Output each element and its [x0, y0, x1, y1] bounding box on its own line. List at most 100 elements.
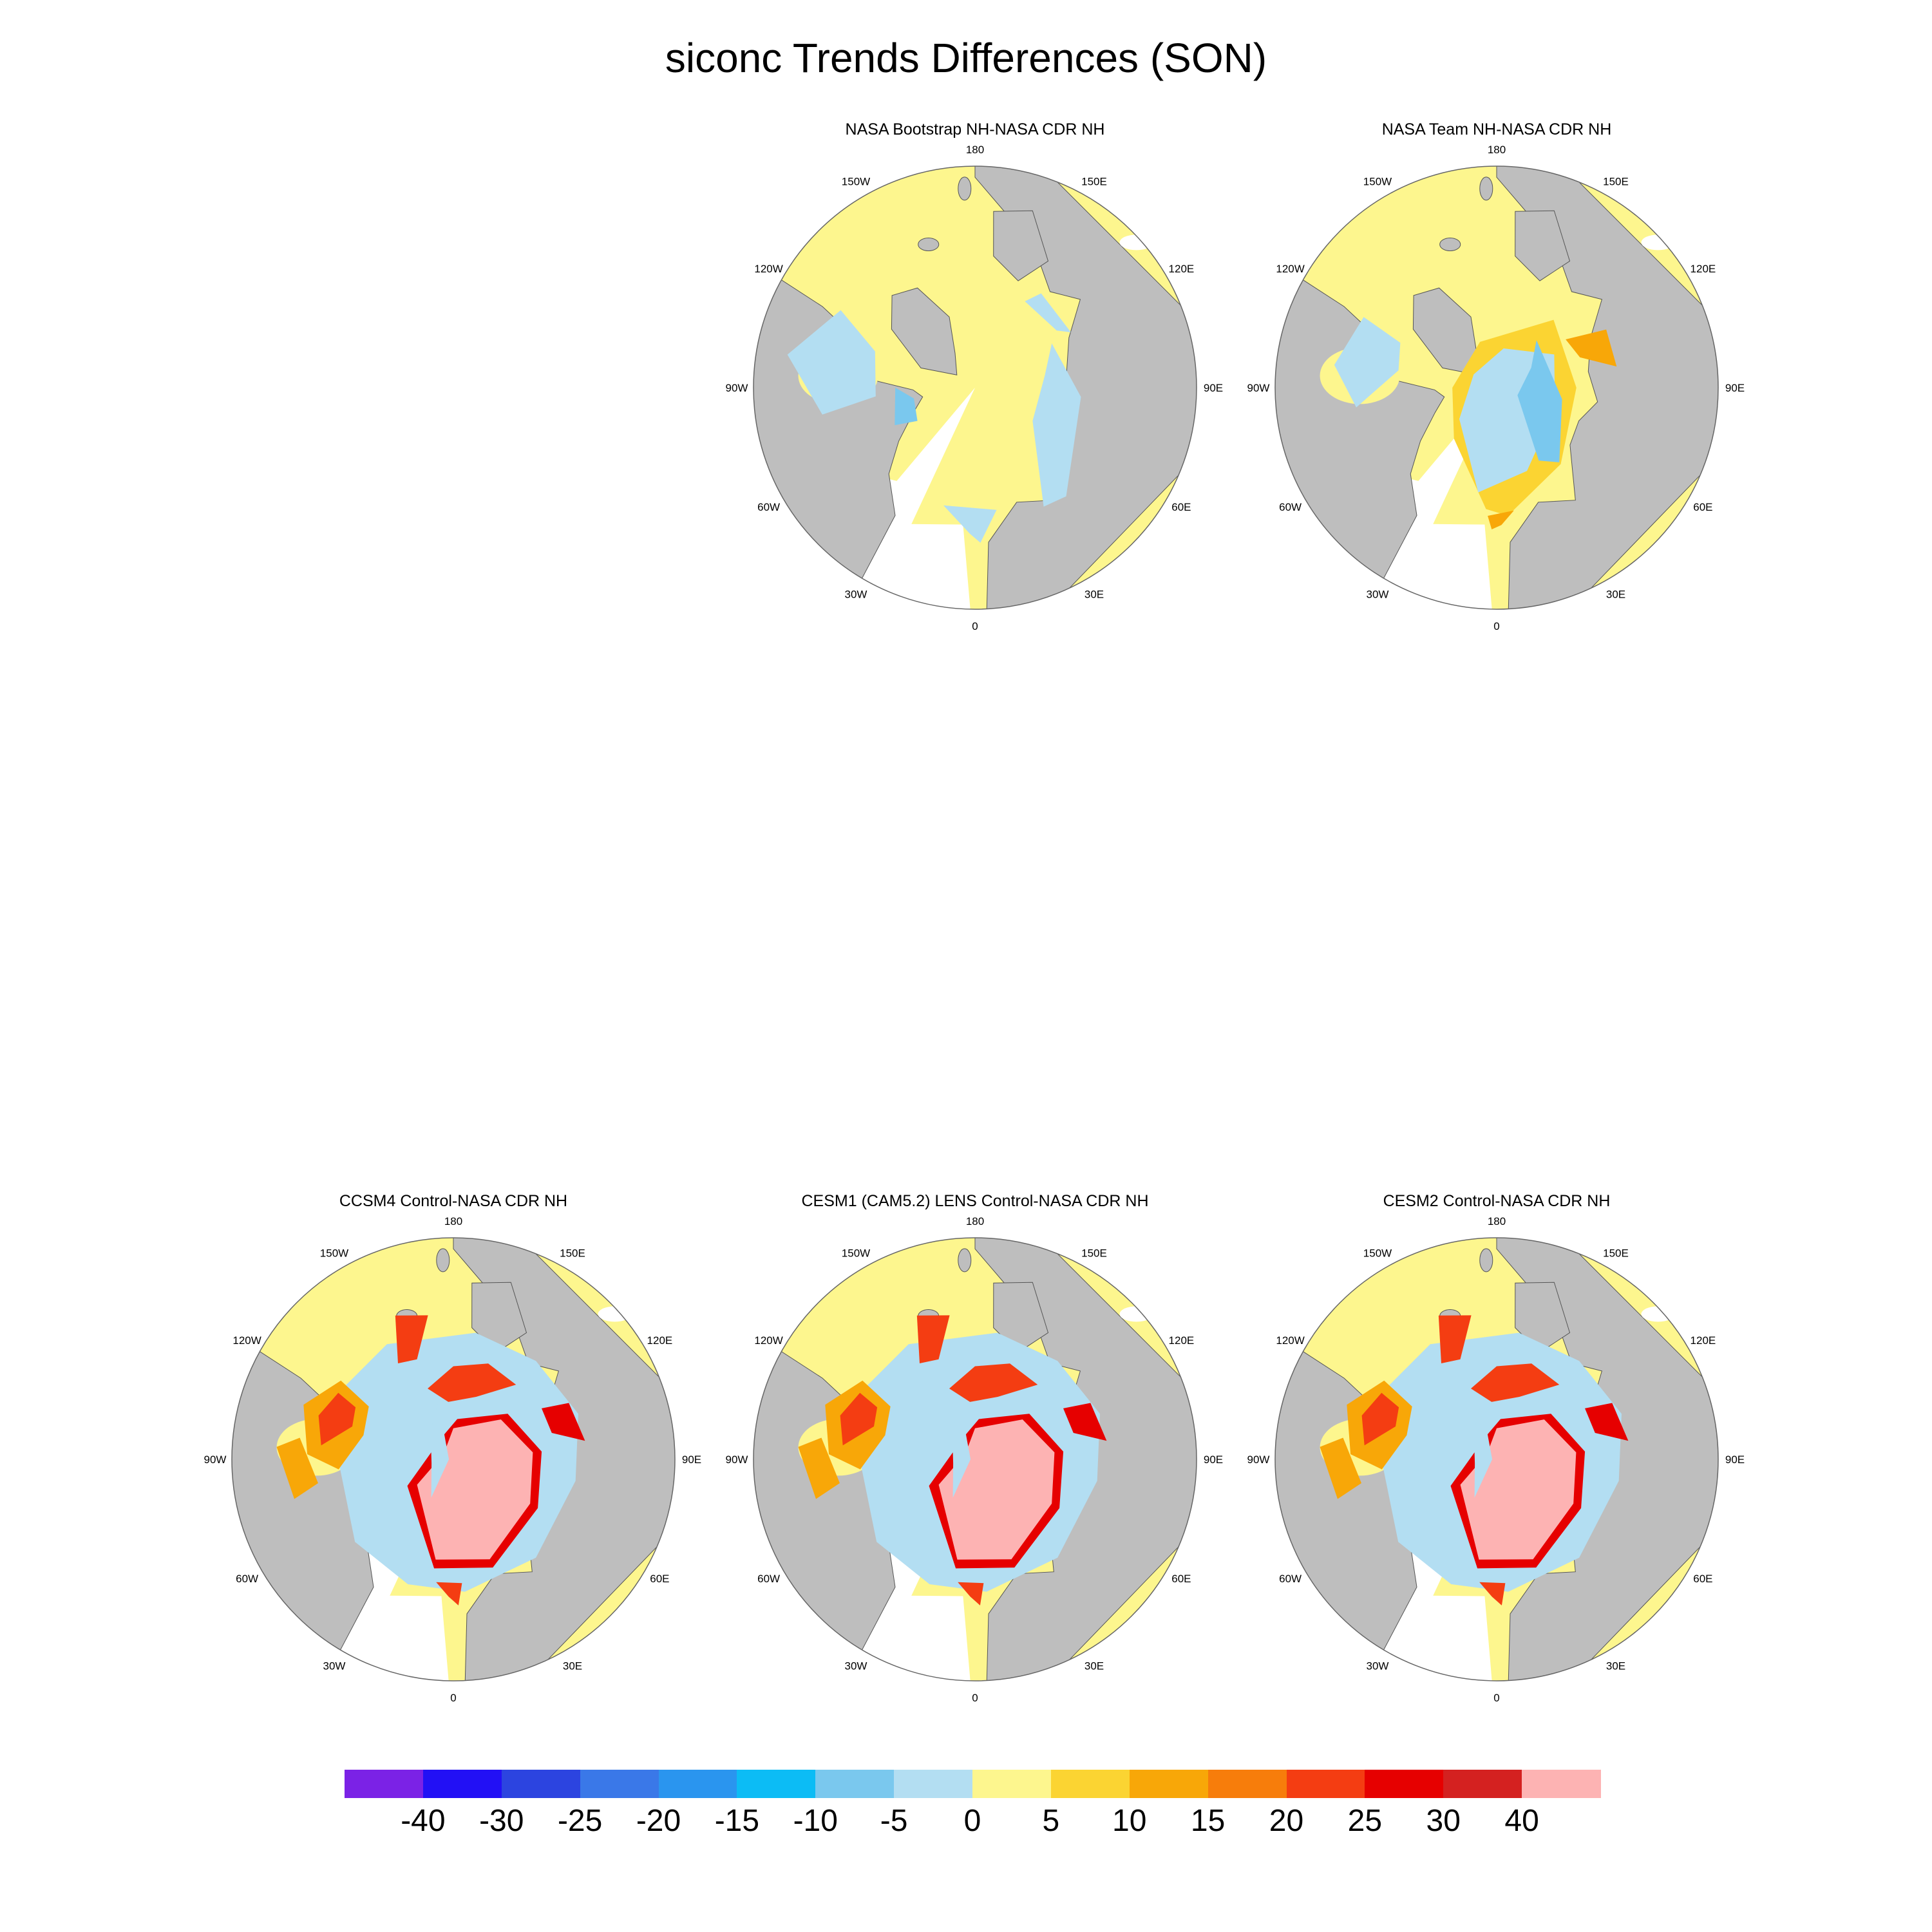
colorbar-tick-label: 25: [1347, 1804, 1383, 1838]
panel-title: CESM2 Control-NASA CDR NH: [1383, 1192, 1611, 1210]
contour-fill: [1063, 1403, 1107, 1441]
longitude-label: 120W: [754, 263, 782, 275]
longitude-label: 180: [444, 1215, 462, 1227]
panel-title: NASA Bootstrap NH-NASA CDR NH: [845, 120, 1105, 138]
contour-fill: [949, 1363, 1038, 1402]
longitude-label: 60W: [757, 501, 780, 513]
longitude-label: 150E: [560, 1247, 585, 1260]
longitude-label: 90E: [682, 1454, 701, 1466]
colorbar-tick-label: 40: [1504, 1804, 1539, 1838]
map-body: [753, 1238, 1197, 1681]
contour-fill: [1473, 1389, 1520, 1498]
longitude-label: 150E: [1081, 1247, 1107, 1260]
longitude-label: 30E: [1084, 1660, 1104, 1672]
longitude-label: 0: [972, 620, 978, 632]
longitude-label: 150E: [1081, 176, 1107, 188]
land-north-america: [753, 243, 923, 609]
contour-fill: [840, 1392, 878, 1446]
contour-fill: [1479, 1582, 1506, 1605]
contour-fill: [318, 1392, 356, 1446]
panel-cesm2: CESM2 Control-NASA CDR NH 180 150E 120E 90E…: [1239, 1191, 1754, 1707]
longitude-label: 120E: [1690, 263, 1716, 275]
map-body: [1275, 166, 1718, 609]
colorbar-swatch: [894, 1770, 973, 1798]
land-scandinavia: [1515, 210, 1571, 281]
longitude-label: 0: [450, 1692, 456, 1704]
colorbar-swatch: [580, 1770, 659, 1798]
colorbar-swatch: [1365, 1770, 1444, 1798]
difference-field: [787, 293, 1081, 543]
contour-fill: [787, 310, 876, 415]
longitude-label: 30W: [845, 1660, 867, 1672]
longitude-label: 0: [1493, 1692, 1499, 1704]
land-britain: [1479, 1248, 1493, 1273]
colorbar-swatch: [1129, 1770, 1209, 1798]
longitude-label: 30W: [1367, 588, 1389, 600]
polar-map: 180 150E 120E 90E 60E 30E 0 30W 60W 90W 120W 150W: [726, 1215, 1224, 1704]
difference-field: [1334, 317, 1617, 529]
longitude-label: 150W: [842, 176, 870, 188]
map-border: [1274, 166, 1719, 610]
map-body: [753, 166, 1197, 609]
colorbar-tick-label: 0: [963, 1804, 981, 1838]
colorbar-tick-label: -25: [557, 1804, 603, 1838]
longitude-label: 120W: [754, 1334, 782, 1347]
map-border: [231, 1237, 676, 1681]
longitude-label: 60W: [757, 1573, 780, 1585]
longitude-label: 150W: [1363, 1247, 1392, 1260]
map-border: [1274, 1237, 1719, 1681]
caspian-sea: [1641, 1306, 1675, 1322]
longitude-label: 120E: [1169, 1334, 1195, 1347]
colorbar-tick-label: -15: [714, 1804, 760, 1838]
longitude-label: 30E: [1606, 1660, 1625, 1672]
polar-map: 180 150E 120E 90E 60E 30E 0 30W 60W 90W 120W 150W: [1247, 144, 1745, 632]
contour-fill: [276, 1437, 318, 1499]
longitude-label: 150E: [1603, 1247, 1629, 1260]
land-britain: [436, 1248, 450, 1273]
land-eurasia: [974, 166, 1197, 609]
longitude-label: 60E: [650, 1573, 669, 1585]
longitude-label: 90W: [726, 1454, 748, 1466]
longitude-label: 120E: [1690, 1334, 1716, 1347]
contour-fill: [958, 1582, 984, 1605]
caspian-sea: [1119, 234, 1153, 251]
colorbar-swatch: [972, 1770, 1052, 1798]
difference-field: [1320, 1315, 1629, 1605]
colorbar-tick-label: 15: [1190, 1804, 1226, 1838]
contour-fill: [952, 1389, 998, 1498]
colorbar-swatch: [658, 1770, 737, 1798]
contour-fill: [1334, 317, 1401, 408]
longitude-label: 120W: [1276, 263, 1304, 275]
land-britain: [1479, 176, 1493, 201]
land-britain: [958, 176, 972, 201]
panel-title: NASA Team NH-NASA CDR NH: [1381, 120, 1612, 138]
colorbar-tick-label: 5: [1042, 1804, 1060, 1838]
longitude-label: 120W: [1276, 1334, 1304, 1347]
longitude-label: 30W: [845, 588, 867, 600]
panel-title: CCSM4 Control-NASA CDR NH: [339, 1192, 568, 1210]
colorbar-swatch: [737, 1770, 816, 1798]
longitude-label: 30E: [1084, 588, 1104, 600]
polar-map: 180 150E 120E 90E 60E 30E 0 30W 60W 90W 120W 150W: [1247, 1215, 1745, 1704]
longitude-label: 120E: [1169, 263, 1195, 275]
map-body: [1275, 1238, 1718, 1681]
colorbar-tick-label: 10: [1112, 1804, 1147, 1838]
colorbar-tick-label: -5: [880, 1804, 908, 1838]
longitude-label: 30W: [1367, 1660, 1389, 1672]
colorbar-swatch: [1208, 1770, 1287, 1798]
difference-field: [276, 1315, 585, 1605]
contour-fill: [1566, 329, 1617, 367]
colorbar-tick-label: 20: [1269, 1804, 1304, 1838]
longitude-label: 180: [966, 144, 984, 156]
contour-fill: [1585, 1403, 1629, 1441]
land-greenland: [891, 287, 958, 375]
panel-nasa-bootstrap: NASA Bootstrap NH-NASA CDR NH 180 150E 120…: [717, 120, 1233, 635]
longitude-label: 60E: [1693, 1573, 1712, 1585]
panel-cesm1: CESM1 (CAM5.2) LENS Control-NASA CDR NH …: [717, 1191, 1233, 1707]
contour-fill: [1517, 340, 1562, 462]
colorbar-swatch: [1286, 1770, 1365, 1798]
longitude-label: 60W: [236, 1573, 258, 1585]
colorbar-swatch: [422, 1770, 502, 1798]
longitude-label: 60E: [1171, 1573, 1191, 1585]
colorbar-tick-label: -20: [636, 1804, 681, 1838]
